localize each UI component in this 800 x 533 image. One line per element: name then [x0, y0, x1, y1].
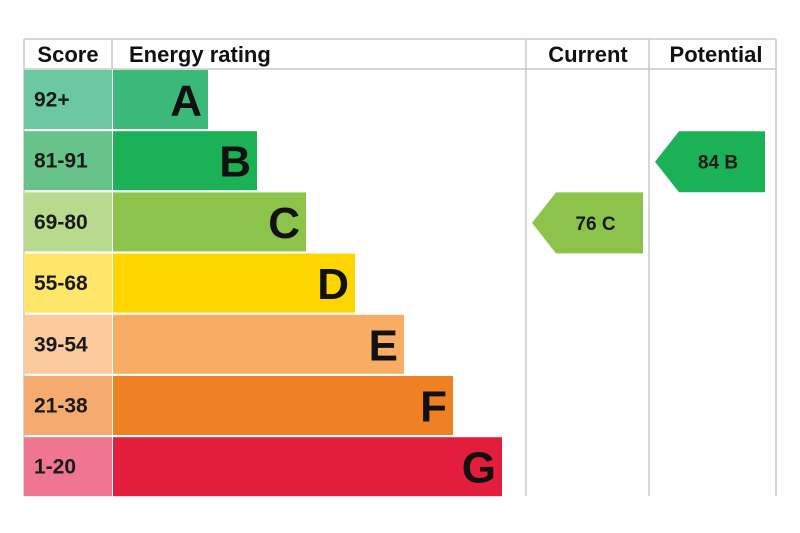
score-header: Score	[37, 42, 98, 67]
current-arrow	[532, 192, 643, 254]
band-bar-a	[113, 70, 208, 129]
energy-rating-header: Energy rating	[129, 42, 271, 67]
band-bar-c	[113, 192, 306, 252]
score-range-f: 21-38	[34, 395, 88, 418]
score-range-c: 69-80	[34, 211, 88, 234]
potential-rating-label: 84 B	[698, 153, 738, 174]
score-range-d: 55-68	[34, 272, 88, 295]
score-range-b: 81-91	[34, 150, 88, 173]
band-bar-e	[113, 314, 404, 374]
current-header: Current	[548, 42, 628, 67]
potential-arrow	[655, 131, 765, 193]
rating-bands: 92+ A 81-91 B 69-80 C 55-68 D 39-54 E 21-38 F 1-20 G	[24, 70, 502, 497]
score-range-a: 92+	[34, 89, 70, 112]
score-cell-c	[24, 192, 112, 252]
score-cell-b	[24, 131, 112, 191]
score-cell-g	[24, 437, 112, 497]
score-range-e: 39-54	[34, 333, 88, 356]
band-letter-c: C	[268, 199, 300, 248]
score-cell-f	[24, 376, 112, 435]
current-rating-label: 76 C	[575, 214, 615, 235]
potential-header: Potential	[670, 42, 763, 67]
band-bar-b	[113, 131, 257, 191]
score-cell-a	[24, 70, 112, 129]
band-letter-a: A	[170, 77, 202, 126]
rating-arrows: 76 C 84 B	[532, 131, 765, 254]
score-cell-d	[24, 253, 112, 313]
score-cell-e	[24, 314, 112, 374]
band-bar-f	[113, 376, 453, 435]
band-letter-d: D	[317, 260, 349, 309]
band-letter-f: F	[420, 383, 447, 432]
band-letter-b: B	[219, 138, 251, 187]
band-bar-d	[113, 253, 355, 313]
band-letter-g: G	[462, 444, 496, 493]
score-range-g: 1-20	[34, 456, 76, 479]
band-bar-g	[113, 437, 502, 497]
band-letter-e: E	[369, 321, 398, 370]
